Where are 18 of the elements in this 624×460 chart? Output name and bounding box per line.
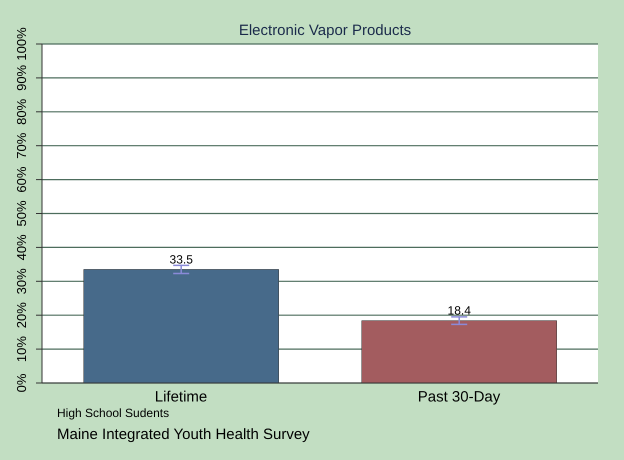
y-tick-label: 90% <box>14 64 29 91</box>
x-tick-label: Lifetime <box>154 388 208 406</box>
chart-title: Electronic Vapor Products <box>238 22 412 39</box>
y-tick-label: 10% <box>14 336 29 362</box>
x-tick-label: Past 30-Day <box>418 388 501 406</box>
text: High School Sudents <box>57 406 170 420</box>
y-tick-label: 50% <box>14 200 29 227</box>
y-tick-label: 30% <box>14 268 29 294</box>
y-tick-label: 0% <box>14 373 29 392</box>
y-tick-label: 20% <box>14 302 29 328</box>
data-label: 18.4 <box>448 304 472 318</box>
y-tick-label: 70% <box>14 132 29 159</box>
data-label: 33.5 <box>170 252 194 266</box>
text: Maine Integrated Youth Health Survey <box>57 426 310 443</box>
y-tick-label: 100% <box>14 26 29 61</box>
y-tick-label: 40% <box>14 234 29 260</box>
y-tick-label: 60% <box>14 166 29 193</box>
y-tick-label: 80% <box>14 98 29 125</box>
